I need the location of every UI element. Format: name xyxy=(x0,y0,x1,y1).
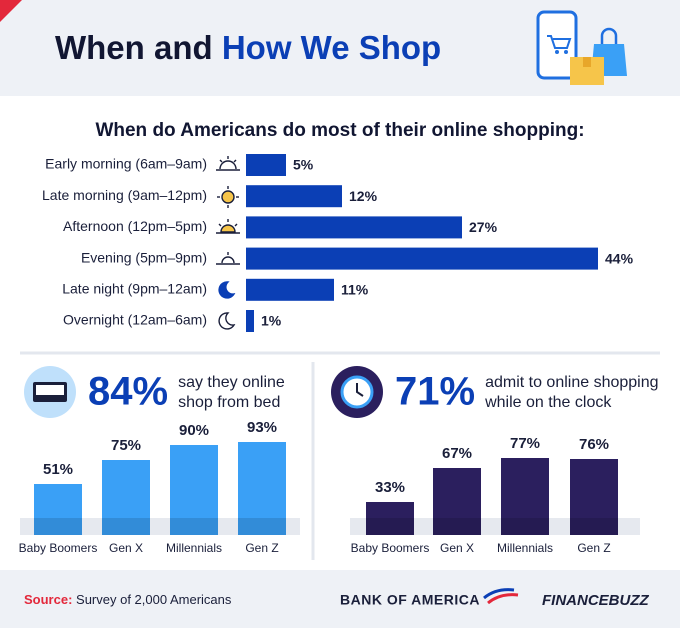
bar xyxy=(246,185,342,208)
category-label: Baby Boomers xyxy=(19,541,98,555)
title-start: When and xyxy=(55,29,213,66)
bar-shade xyxy=(501,518,549,535)
bar xyxy=(246,154,286,176)
value-label: 5% xyxy=(293,157,314,173)
bar xyxy=(501,458,549,535)
category-label: Gen X xyxy=(440,541,474,555)
source-label: Source: xyxy=(24,592,72,607)
bar xyxy=(102,460,150,535)
category-label: Gen Z xyxy=(245,541,278,555)
source-text: Survey of 2,000 Americans xyxy=(76,592,232,607)
bar-shade xyxy=(34,518,82,535)
bar-shade xyxy=(170,518,218,535)
category-label: Afternoon (12pm–5pm) xyxy=(63,218,207,234)
bar-shade xyxy=(102,518,150,535)
value-label: 77% xyxy=(510,435,540,452)
category-label: Baby Boomers xyxy=(351,541,430,555)
headline-stat: 71% xyxy=(395,370,475,414)
clock-icon xyxy=(331,366,383,418)
category-label: Late night (9pm–12am) xyxy=(62,281,207,297)
value-label: 11% xyxy=(341,282,369,298)
bar xyxy=(246,278,334,301)
value-label: 51% xyxy=(43,461,73,478)
value-label: 1% xyxy=(261,313,282,329)
bar xyxy=(246,310,254,332)
brand-logo: FINANCEBUZZ xyxy=(542,592,649,609)
brand-flag xyxy=(483,588,519,605)
bar xyxy=(366,502,414,535)
value-label: 33% xyxy=(375,479,405,496)
bar xyxy=(238,442,286,535)
category-label: Late morning (9am–12pm) xyxy=(42,187,207,203)
category-label: Evening (5pm–9pm) xyxy=(81,249,207,265)
headline-stat: 84% xyxy=(88,370,168,414)
category-label: Millennials xyxy=(166,541,222,555)
baseline-band xyxy=(350,518,640,535)
time-icons xyxy=(216,156,240,330)
bar-shade xyxy=(433,518,481,535)
headline-text: admit to online shopping xyxy=(485,374,658,391)
bar xyxy=(433,468,481,535)
brand-logo: BANK OF AMERICA xyxy=(340,592,480,608)
bar-shade xyxy=(238,518,286,535)
bar xyxy=(246,247,598,270)
bed-icon xyxy=(24,366,76,418)
source: Source: Survey of 2,000 Americans xyxy=(24,592,232,607)
value-label: 67% xyxy=(442,445,472,462)
shopping-icon xyxy=(536,10,627,85)
title: When and How We Shop xyxy=(55,29,441,66)
category-label: Early morning (6am–9am) xyxy=(45,156,207,172)
bar xyxy=(34,484,82,535)
value-label: 27% xyxy=(469,219,498,235)
category-label: Gen Z xyxy=(577,541,610,555)
bar xyxy=(246,216,462,239)
value-label: 90% xyxy=(179,422,209,439)
bar-shade xyxy=(570,518,618,535)
category-label: Gen X xyxy=(109,541,143,555)
headline-text: while on the clock xyxy=(484,394,612,411)
value-label: 44% xyxy=(605,250,634,266)
title-highlight: How We Shop xyxy=(222,29,441,66)
value-label: 75% xyxy=(111,437,141,454)
corner-accent xyxy=(0,0,22,22)
category-label: Millennials xyxy=(497,541,553,555)
headline-text: say they online xyxy=(178,374,285,391)
category-label: Overnight (12am–6am) xyxy=(63,312,207,328)
bar xyxy=(170,445,218,535)
bar xyxy=(570,459,618,535)
value-label: 93% xyxy=(247,419,277,436)
baseline-band xyxy=(20,518,300,535)
chart-title: When do Americans do most of their onlin… xyxy=(95,120,584,141)
value-label: 12% xyxy=(349,188,378,204)
value-label: 76% xyxy=(579,436,609,453)
headline-text: shop from bed xyxy=(178,394,280,411)
bar-shade xyxy=(366,518,414,535)
